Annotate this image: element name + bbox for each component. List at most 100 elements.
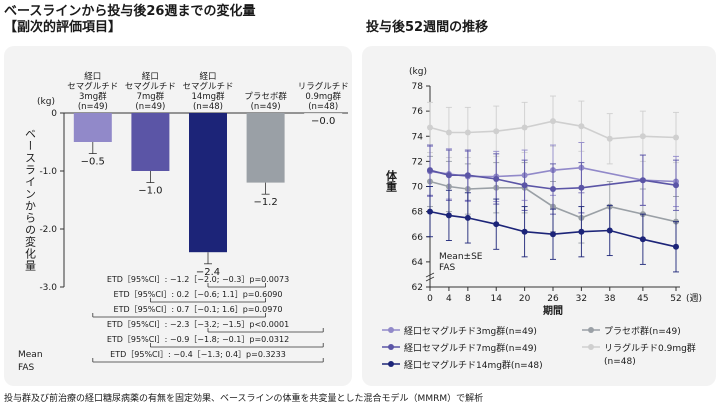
- line-note-mean: Mean±SE: [439, 252, 483, 262]
- bar: [189, 113, 227, 253]
- series-line: [429, 210, 677, 248]
- line-y-tick-label: 66: [412, 233, 424, 243]
- legend-swatch-marker: [588, 344, 594, 350]
- bar-category-label: 7mg群: [137, 91, 165, 102]
- footnote: 投与群及び前治療の経口糖尿病薬の有無を固定効果、ベースラインの体重を共変量とした…: [4, 394, 484, 404]
- etd-label: ETD［95%CI］: 0.2［−0.6; 1.1］p=0.6090: [114, 290, 283, 299]
- line-x-tick-label: 26: [547, 294, 559, 304]
- line-x-tick-label: 14: [491, 294, 503, 304]
- etd-label: ETD［95%CI］: −0.4［−1.3; 0.4］p=0.3233: [110, 350, 286, 359]
- line-x-tick-label: 52: [670, 294, 681, 304]
- legend-label: 経口セマグルチド7mg群(n=49): [404, 342, 537, 354]
- etd-label: ETD［95%CI］: 0.7［−0.1; 1.6］p=0.0970: [114, 305, 283, 314]
- left-subtitle: 【副次的評価項目】: [4, 20, 122, 35]
- bar-category-label: (n=49): [251, 102, 281, 112]
- bar-category-label: (n=49): [78, 102, 108, 112]
- bar-category-label: セマグルチド: [67, 81, 118, 92]
- bar: [73, 113, 112, 142]
- series-point: [521, 182, 528, 189]
- line-x-label: 期間: [543, 304, 563, 317]
- bar-y-tick-label: 0: [51, 109, 57, 119]
- bar-category-label: セマグルチド: [182, 81, 233, 92]
- line-x-tick-label: 8: [465, 294, 471, 304]
- series-line: [429, 120, 677, 140]
- series-point: [578, 184, 585, 191]
- series-point: [673, 243, 679, 250]
- line-x-unit: (週): [686, 293, 702, 304]
- legend-swatch-marker: [388, 327, 394, 333]
- line-y-tick-label: 78: [412, 82, 424, 92]
- bar: [131, 113, 170, 171]
- legend-label: リラグルチド0.9mg群: [604, 342, 696, 354]
- bar-value-label: −0.5: [81, 157, 105, 168]
- bar-category-label: 経口: [84, 71, 101, 82]
- legend-label: 経口セマグルチド14mg群(n=48): [404, 359, 543, 371]
- series-point: [606, 227, 613, 234]
- bar-category-label: (n=49): [135, 102, 165, 112]
- legend-swatch-marker: [388, 361, 394, 367]
- series-point: [427, 124, 433, 131]
- bar-category-label: 14mg群: [192, 91, 225, 102]
- series-point: [464, 172, 471, 179]
- series-point: [521, 228, 528, 235]
- legend-swatch-marker: [388, 344, 394, 350]
- bar-y-label: ベースラインからの変化量: [24, 128, 37, 272]
- bar-value-label: −0.0: [311, 116, 335, 127]
- series-point: [673, 134, 679, 141]
- axis-break-mark: [425, 272, 435, 282]
- series-line: [429, 180, 677, 223]
- series-point: [493, 175, 500, 182]
- bar-note-fas: FAS: [18, 363, 35, 373]
- legend-label: 経口セマグルチド3mg群(n=49): [404, 325, 537, 337]
- etd-label: ETD［95%CI］: −2.3［−3.2; −1.5］p<0.0001: [107, 320, 289, 329]
- bar-category-label: (n=48): [308, 102, 338, 112]
- bar-chart-panel: [4, 46, 352, 386]
- series-point: [521, 124, 528, 131]
- line-y-tick-label: 74: [412, 132, 424, 142]
- series-point: [639, 236, 646, 243]
- bar-category-label: 0.9mg群: [305, 91, 341, 102]
- bar-y-tick-label: -1.0: [39, 167, 57, 177]
- line-chart-panel: [362, 46, 716, 386]
- bar-category-label: リラグルチド: [298, 81, 349, 92]
- line-y-unit: (kg): [409, 67, 427, 77]
- series-point: [639, 177, 646, 184]
- bar: [304, 113, 343, 114]
- series-point: [427, 208, 433, 215]
- bar-category-label: (n=48): [193, 102, 223, 112]
- bar-category-label: 3mg群: [79, 91, 107, 102]
- left-title: ベースラインから投与後26週までの変化量: [4, 4, 256, 19]
- bar-value-label: −1.2: [253, 197, 277, 208]
- bar-category-label: プラセボ群: [244, 91, 287, 102]
- series-point: [550, 118, 556, 125]
- right-title: 投与後52週間の推移: [366, 20, 489, 35]
- series-point: [606, 135, 613, 142]
- bar-value-label: −2.4: [196, 267, 220, 278]
- series-point: [445, 172, 452, 179]
- line-x-tick-label: 38: [604, 294, 616, 304]
- bar: [246, 113, 285, 183]
- line-note-fas: FAS: [439, 263, 456, 273]
- line-y-tick-label: 76: [412, 107, 424, 117]
- series-point: [578, 228, 585, 235]
- line-x-tick-label: 32: [576, 294, 587, 304]
- bar-note-mean: Mean: [18, 350, 43, 360]
- line-x-tick-label: 0: [427, 294, 433, 304]
- etd-label: ETD［95%CI］: −0.9［−1.8; −0.1］p=0.0312: [107, 335, 289, 344]
- bar-y-tick-label: -3.0: [39, 283, 57, 293]
- legend-swatch-marker: [588, 327, 594, 333]
- series-point: [639, 133, 646, 140]
- bar-category-label: 経口: [142, 71, 159, 82]
- bar-y-tick-label: -2.0: [39, 225, 57, 235]
- legend-label: プラセボ群(n=49): [604, 325, 681, 337]
- series-point: [578, 123, 585, 130]
- bar-category-label: セマグルチド: [125, 81, 176, 92]
- line-y-label: 体重: [385, 169, 398, 192]
- line-y-tick-label: 64: [412, 258, 424, 268]
- series-point: [550, 231, 556, 238]
- line-x-tick-label: 45: [637, 294, 648, 304]
- line-y-tick-label: 68: [412, 208, 424, 218]
- series-point: [673, 182, 679, 189]
- etd-label: ETD［95%CI］: −1.2［−2.0; −0.3］p=0.0073: [107, 275, 289, 284]
